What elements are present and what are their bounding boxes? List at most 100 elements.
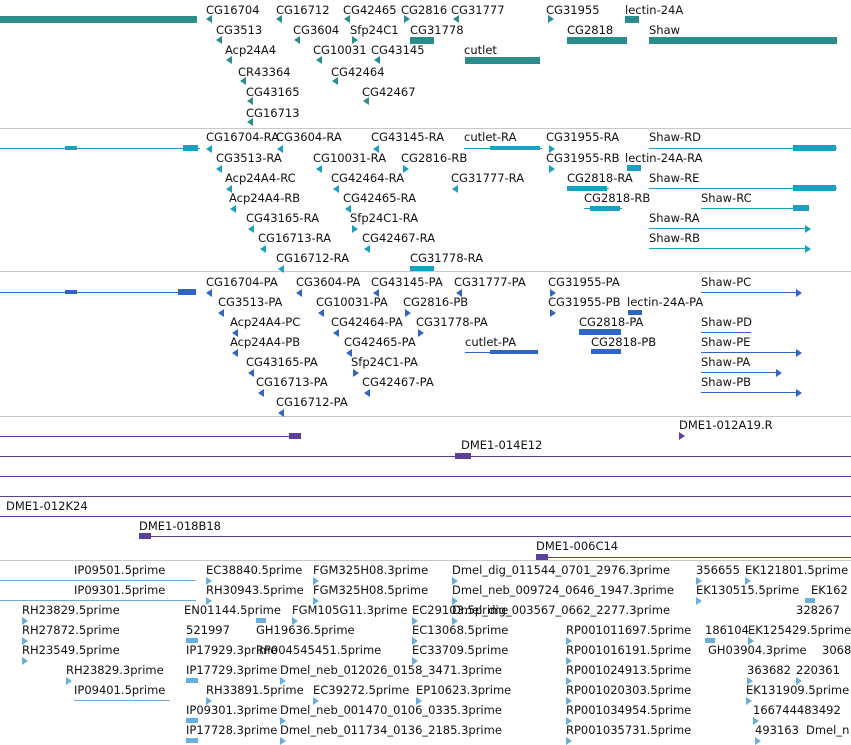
feature-label[interactable]: DME1-018B18: [139, 519, 221, 533]
feature-label[interactable]: CG16713: [246, 106, 300, 120]
strand-right-arrow-icon[interactable]: [566, 697, 572, 705]
strand-right-arrow-icon[interactable]: [748, 637, 754, 645]
strand-right-arrow-icon[interactable]: [404, 15, 410, 23]
feature-label[interactable]: CG31955-PA: [548, 275, 620, 289]
strand-right-arrow-icon[interactable]: [566, 737, 572, 745]
feature-label[interactable]: EK121801.5prime: [745, 563, 849, 577]
feature-label[interactable]: CG43165-PA: [246, 355, 318, 369]
strand-left-arrow-icon[interactable]: [232, 329, 238, 337]
feature-line[interactable]: [0, 148, 200, 149]
feature-label[interactable]: CG2816-PB: [403, 295, 469, 309]
feature-label[interactable]: DME1-014E12: [461, 438, 543, 452]
feature-line[interactable]: [649, 148, 837, 149]
feature-label[interactable]: 220361: [796, 663, 840, 677]
feature-label[interactable]: Acp24A4-RB: [229, 191, 301, 205]
feature-label[interactable]: CG2816-RB: [401, 151, 468, 165]
feature-label[interactable]: EN01144.5prime: [184, 603, 281, 617]
strand-right-arrow-icon[interactable]: [313, 577, 319, 585]
strand-left-arrow-icon[interactable]: [232, 349, 238, 357]
feature-label[interactable]: CG3604: [293, 23, 340, 37]
feature-label[interactable]: EK130515.5prime: [696, 583, 800, 597]
strand-right-arrow-icon[interactable]: [403, 165, 409, 173]
feature-line[interactable]: [0, 476, 851, 477]
feature-block[interactable]: [793, 185, 836, 191]
strand-right-arrow-icon[interactable]: [550, 289, 556, 297]
strand-left-arrow-icon[interactable]: [276, 15, 282, 23]
feature-block[interactable]: [628, 310, 642, 315]
feature-block[interactable]: [186, 678, 198, 683]
feature-label[interactable]: EK131909.5prime: [746, 683, 850, 697]
feature-line[interactable]: [649, 228, 809, 229]
feature-line[interactable]: [649, 188, 837, 189]
feature-label[interactable]: CG42465-RA: [343, 191, 417, 205]
strand-right-arrow-icon[interactable]: [753, 717, 759, 725]
strand-left-arrow-icon[interactable]: [216, 165, 222, 173]
feature-label[interactable]: EK125429.5prime: [748, 623, 851, 637]
strand-left-arrow-icon[interactable]: [278, 265, 284, 273]
feature-block[interactable]: [410, 37, 434, 44]
strand-left-arrow-icon[interactable]: [247, 97, 253, 105]
strand-right-arrow-icon[interactable]: [549, 165, 555, 173]
strand-left-arrow-icon[interactable]: [248, 225, 254, 233]
feature-label[interactable]: Dmel_dig_011544_0701_2976.3prime: [452, 563, 671, 577]
strand-right-arrow-icon[interactable]: [548, 15, 554, 23]
feature-label[interactable]: CG31955-RA: [546, 130, 620, 144]
strand-left-arrow-icon[interactable]: [226, 56, 232, 64]
feature-label[interactable]: EC38840.5prime: [206, 563, 303, 577]
feature-block[interactable]: [256, 618, 266, 623]
feature-label[interactable]: RP001024913.5prime: [566, 663, 692, 677]
strand-left-arrow-icon[interactable]: [344, 15, 350, 23]
strand-right-arrow-icon[interactable]: [566, 637, 572, 645]
strand-right-arrow-icon[interactable]: [796, 677, 802, 685]
strand-left-arrow-icon[interactable]: [346, 349, 352, 357]
feature-line[interactable]: [74, 700, 170, 701]
strand-right-arrow-icon[interactable]: [452, 597, 458, 605]
feature-line[interactable]: [536, 557, 851, 558]
feature-label[interactable]: CG31955: [546, 3, 600, 17]
strand-left-arrow-icon[interactable]: [373, 289, 379, 297]
feature-block[interactable]: [178, 289, 196, 295]
feature-label[interactable]: CG3513-PA: [218, 295, 283, 309]
feature-label[interactable]: IP17929.3prime: [186, 643, 278, 657]
feature-label[interactable]: RP001035731.5prime: [566, 723, 692, 737]
feature-line[interactable]: [0, 436, 300, 437]
feature-label[interactable]: EC13068.5prime: [412, 623, 509, 637]
feature-label[interactable]: RP001011697.5prime: [566, 623, 692, 637]
feature-label[interactable]: 356655: [696, 563, 740, 577]
feature-block[interactable]: [627, 165, 641, 171]
strand-right-arrow-icon[interactable]: [452, 617, 458, 625]
feature-line[interactable]: [0, 456, 851, 457]
feature-label[interactable]: CG43165-RA: [246, 211, 320, 225]
feature-block[interactable]: [793, 205, 809, 211]
strand-right-arrow-icon[interactable]: [805, 225, 811, 233]
feature-block[interactable]: [705, 638, 715, 643]
strand-right-arrow-icon[interactable]: [796, 349, 802, 357]
strand-right-arrow-icon[interactable]: [796, 289, 802, 297]
strand-left-arrow-icon[interactable]: [278, 409, 284, 417]
feature-label[interactable]: lectin-24A-PA: [627, 295, 704, 309]
feature-label[interactable]: Acp24A4-PB: [230, 335, 301, 349]
feature-block[interactable]: [805, 598, 815, 603]
feature-line[interactable]: [0, 496, 851, 497]
strand-right-arrow-icon[interactable]: [352, 225, 358, 233]
feature-label[interactable]: CG16704-RA: [206, 130, 280, 144]
feature-label[interactable]: EP10623.3prime: [416, 683, 512, 697]
feature-label[interactable]: CG3513: [216, 23, 263, 37]
feature-label[interactable]: CG2818-PA: [579, 315, 644, 329]
strand-right-arrow-icon[interactable]: [22, 657, 28, 665]
feature-label[interactable]: EC29103.5prime: [412, 603, 509, 617]
strand-right-arrow-icon[interactable]: [292, 617, 298, 625]
feature-block[interactable]: [567, 37, 627, 44]
feature-block[interactable]: [579, 329, 621, 335]
feature-label[interactable]: CG42467: [362, 85, 416, 99]
feature-label[interactable]: FGM105G11.3prime: [292, 603, 408, 617]
strand-left-arrow-icon[interactable]: [333, 329, 339, 337]
feature-label[interactable]: RP001034954.5prime: [566, 703, 692, 717]
strand-right-arrow-icon[interactable]: [416, 697, 422, 705]
feature-label[interactable]: RH23829.5prime: [22, 603, 120, 617]
strand-right-arrow-icon[interactable]: [776, 369, 782, 377]
feature-label[interactable]: Dmel_neb_001470_0106_0335.3prime: [280, 703, 502, 717]
feature-label[interactable]: IP17729.3prime: [186, 663, 278, 677]
feature-label[interactable]: CG3604-PA: [296, 275, 361, 289]
feature-label[interactable]: GH03904.3prime: [708, 643, 807, 657]
